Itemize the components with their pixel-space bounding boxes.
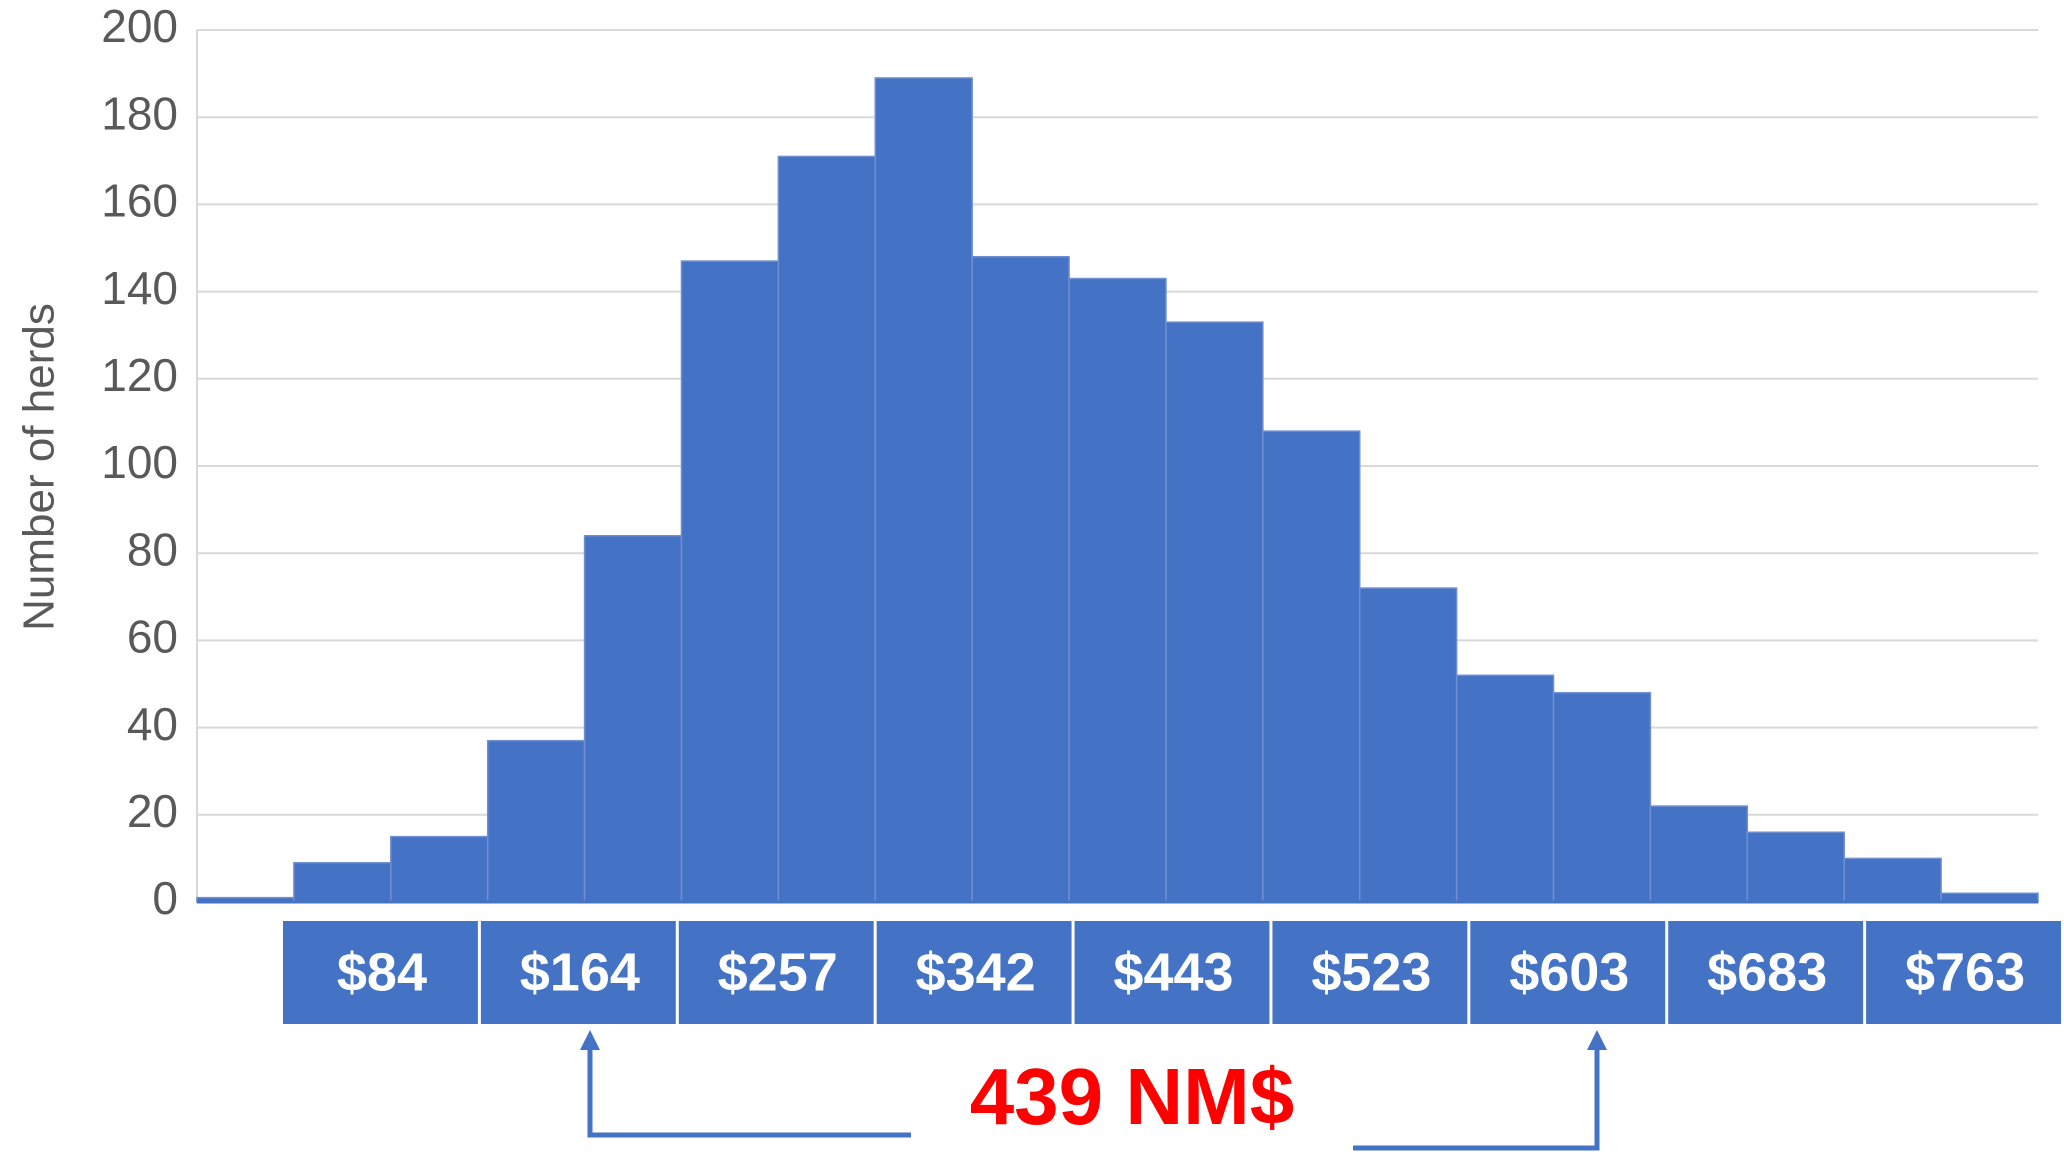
- y-tick-label: 100: [101, 436, 178, 488]
- bin-label: $164: [520, 942, 640, 1002]
- bar: [1455, 674, 1555, 903]
- bin-box: [283, 921, 478, 1024]
- bar: [390, 835, 489, 903]
- bin-label: $763: [1905, 942, 2025, 1002]
- bin-box: [1074, 921, 1270, 1024]
- y-tick-label: 180: [101, 87, 178, 139]
- bin-box: [1668, 921, 1864, 1024]
- bar: [680, 260, 780, 903]
- arrow-head: [580, 1030, 600, 1050]
- y-tick-label: 80: [127, 523, 178, 575]
- bar: [874, 77, 973, 903]
- bar: [1552, 691, 1652, 903]
- bar: [1843, 857, 1942, 903]
- bar: [1165, 321, 1264, 903]
- bar: [1746, 831, 1845, 903]
- bin-box: [1866, 921, 2061, 1024]
- bar: [1262, 430, 1361, 903]
- bin-box: [876, 921, 1072, 1024]
- bar: [486, 739, 586, 903]
- y-tick-label: 160: [101, 175, 178, 227]
- bar: [1068, 277, 1167, 903]
- bar: [583, 535, 683, 903]
- bin-box: [678, 921, 874, 1024]
- y-tick-label: 40: [127, 698, 178, 750]
- bracket-left: [587, 1040, 911, 1138]
- bin-label: $603: [1509, 942, 1629, 1002]
- grid: 0 20 40 60 80 100 120 140 160 180 200: [101, 0, 2038, 924]
- bin-label: $84: [337, 942, 427, 1002]
- bin-box: [1470, 921, 1666, 1024]
- bin-label: $342: [916, 942, 1036, 1002]
- y-tick-label: 120: [101, 349, 178, 401]
- y-tick-label: 140: [101, 262, 178, 314]
- bar: [1649, 805, 1749, 903]
- bars: [196, 77, 2039, 904]
- y-tick-label: 20: [127, 785, 178, 837]
- bin-label: $523: [1311, 942, 1431, 1002]
- bar: [777, 155, 877, 903]
- y-tick-label: 0: [152, 872, 178, 924]
- bin-label: $257: [718, 942, 838, 1002]
- y-tick-label: 200: [101, 0, 178, 52]
- annotation: 439 NM$: [970, 1052, 1295, 1141]
- bin-label: $683: [1707, 942, 1827, 1002]
- bin-label: $443: [1113, 942, 1233, 1002]
- y-tick-label: 60: [127, 611, 178, 663]
- arrow-head: [1587, 1030, 1607, 1050]
- bin-labels: $84 $164 $257 $342 $443 $523 $603 $683 $763: [283, 921, 2061, 1024]
- bar: [293, 862, 392, 903]
- y-axis-label: Number of herds: [15, 303, 64, 631]
- bar: [1358, 587, 1458, 903]
- bin-box: [480, 921, 676, 1024]
- bar: [971, 255, 1070, 903]
- bracket-right: [1353, 1040, 1600, 1151]
- bin-box: [1272, 921, 1468, 1024]
